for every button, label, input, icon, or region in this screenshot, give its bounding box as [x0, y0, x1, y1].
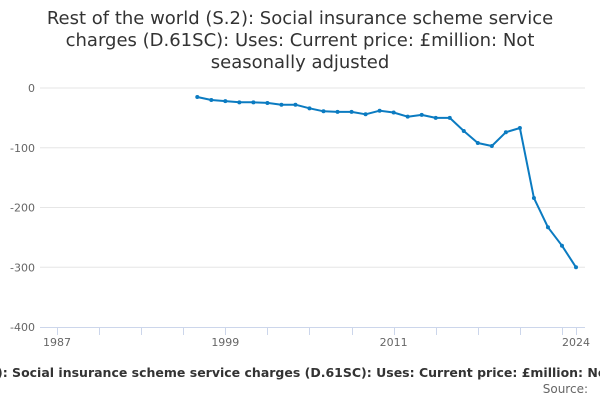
data-point-2021 [531, 195, 536, 200]
data-point-2000 [237, 100, 242, 105]
y-tick-label: 0 [28, 82, 35, 95]
data-point-1997 [195, 94, 200, 99]
y-tick-label: -200 [10, 202, 35, 215]
data-point-2017 [475, 140, 480, 145]
data-point-1999 [223, 99, 228, 104]
data-point-2011 [391, 110, 396, 115]
series-line [197, 96, 577, 268]
data-point-2012 [405, 114, 410, 119]
x-tick-label: 1999 [211, 336, 239, 349]
x-tick-label: 2011 [380, 336, 408, 349]
data-point-2007 [335, 109, 340, 114]
data-point-2006 [321, 109, 326, 114]
data-point-2019 [503, 130, 508, 135]
legend-item[interactable]: Rest of the world (S.2): Social insuranc… [0, 365, 600, 380]
source-label: Source: [542, 382, 588, 396]
data-point-2008 [349, 109, 354, 114]
chart-title: Rest of the world (S.2): Social insuranc… [46, 8, 554, 73]
data-point-2004 [293, 102, 298, 107]
x-tick-label: 1987 [43, 336, 71, 349]
y-tick-label: -100 [10, 142, 35, 155]
data-point-2002 [265, 100, 270, 105]
data-point-2003 [279, 102, 284, 107]
data-point-2024 [574, 265, 578, 270]
data-point-2014 [433, 115, 438, 120]
data-point-2010 [377, 108, 382, 113]
data-point-2009 [363, 112, 368, 117]
data-point-2020 [517, 126, 522, 131]
y-tick-label: -300 [10, 261, 35, 274]
data-point-2022 [545, 225, 550, 230]
data-point-2013 [419, 112, 424, 117]
data-point-2016 [461, 129, 466, 134]
x-tick-label: 2024 [562, 336, 590, 349]
data-point-2023 [559, 243, 564, 248]
data-point-2015 [447, 115, 452, 120]
y-tick-label: -400 [10, 321, 35, 334]
data-point-2005 [307, 106, 312, 111]
data-point-2001 [251, 100, 256, 105]
data-point-1998 [209, 97, 214, 102]
data-point-2018 [489, 143, 494, 148]
